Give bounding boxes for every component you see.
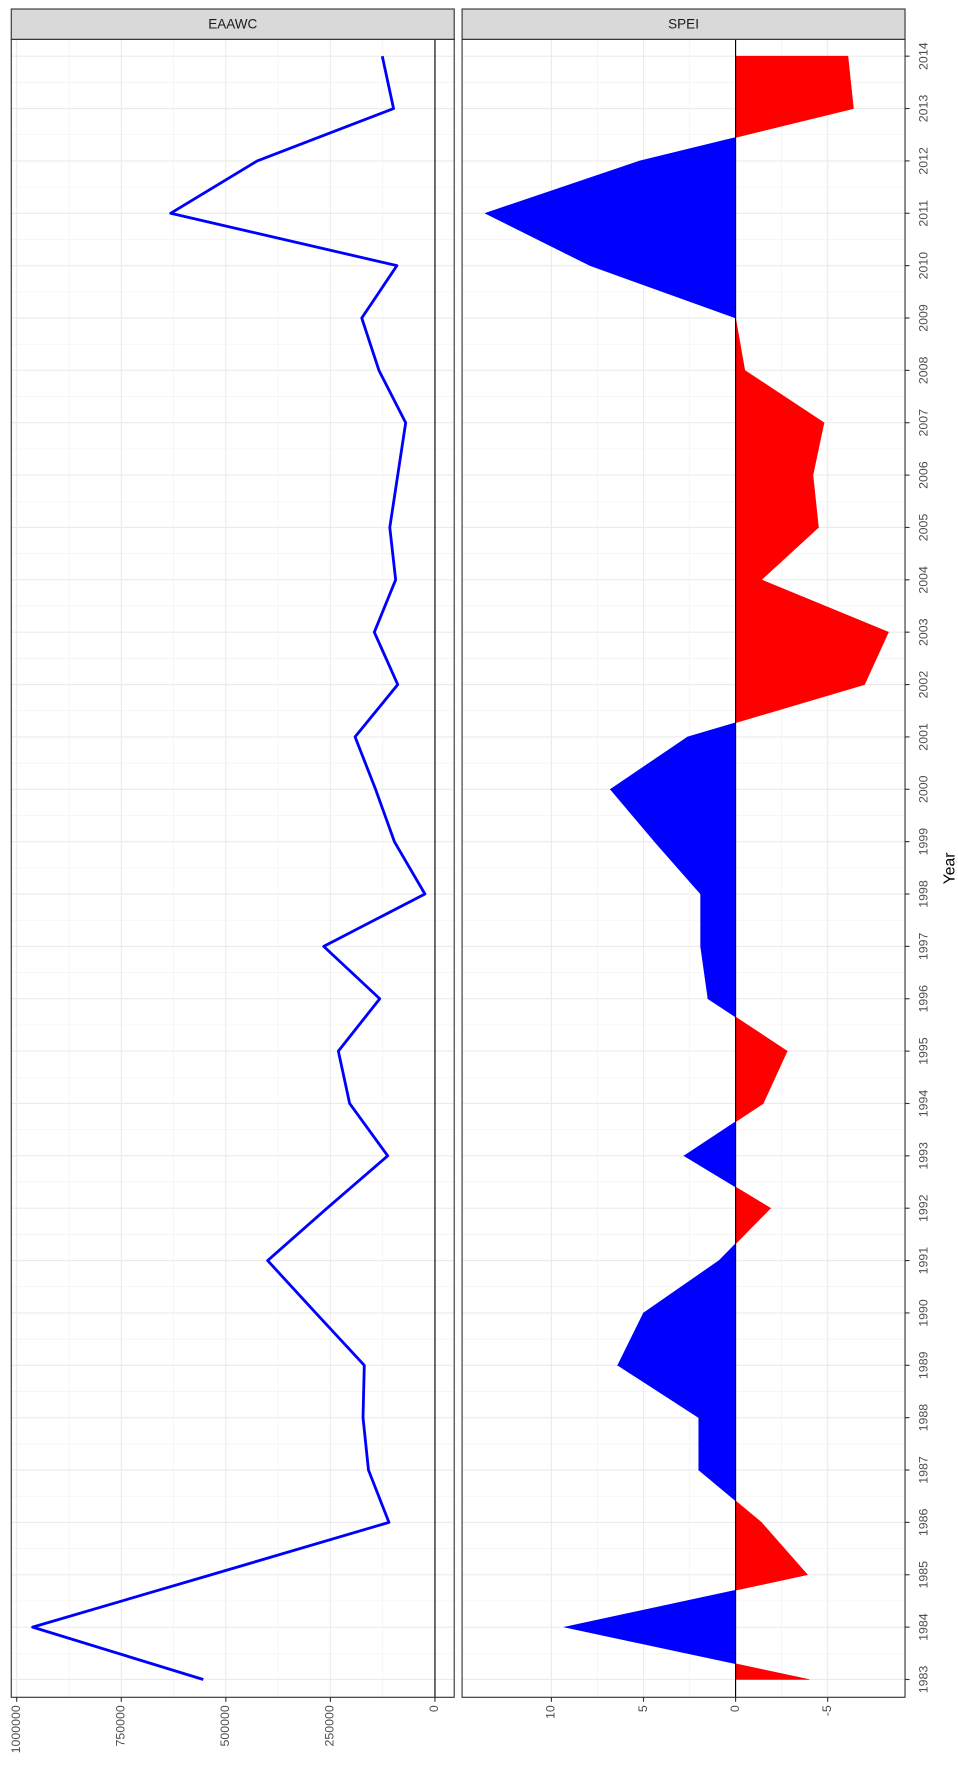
y-tick-label: 1000000 [9,1705,23,1753]
x-tick-label: 1987 [916,1456,930,1484]
x-tick-label: 1986 [916,1509,930,1537]
x-tick-label: 2009 [916,304,930,332]
y-tick-label: -5 [820,1705,834,1716]
x-tick-label: 1988 [916,1404,930,1432]
panel-title: SPEI [668,16,699,31]
x-tick-label: 1990 [916,1299,930,1327]
x-tick-label: 2000 [916,775,930,803]
x-tick-label: 1997 [916,933,930,961]
x-tick-label: 1991 [916,1247,930,1275]
x-tick-label: 2007 [916,409,930,437]
panel: 0 250000 500000 750000 1000000 [9,39,455,1753]
x-tick-label: 1998 [916,880,930,908]
panel-title: EAAWC [208,16,257,31]
y-tick-label: 10 [544,1705,558,1719]
x-tick-label: 1996 [916,985,930,1013]
x-tick-label: 2010 [916,252,930,280]
panel: -5 0 5 10 1983 1984 1985 1986 1987 1988 1989 1990 19… [462,39,930,1719]
y-tick-label: 750000 [114,1705,128,1746]
area-segment [698,1417,736,1471]
x-tick-label: 1984 [916,1613,930,1641]
x-tick-label: 2012 [916,147,930,175]
y-tick-label: 0 [427,1705,441,1712]
x-tick-label: 1992 [916,1194,930,1222]
x-tick-label: 1985 [916,1561,930,1589]
y-tick-label: 250000 [323,1705,337,1746]
data-line [31,55,427,1681]
strip [461,8,906,40]
y-tick-label: 0 [728,1705,742,1712]
x-tick-label: 2008 [916,356,930,384]
x-axis-title: Year [941,852,958,884]
x-tick-label: 1983 [916,1666,930,1694]
x-tick-label: 2006 [916,461,930,489]
area-segment [735,55,854,109]
x-tick-label: 2001 [916,723,930,751]
x-tick-label: 2014 [916,42,930,70]
x-tick-label: 1993 [916,1142,930,1170]
panel-border [461,38,906,1698]
x-tick-label: 2011 [916,200,930,227]
x-tick-label: 1999 [916,828,930,856]
x-tick-label: 1989 [916,1351,930,1379]
y-tick-label: 500000 [218,1705,232,1746]
x-tick-label: 2002 [916,671,930,699]
x-tick-label: 1995 [916,1037,930,1065]
panel-border [10,38,455,1698]
plot-layer: 0 250000 500000 750000 1000000 -5 0 5 10 1983 1984… [9,39,930,1753]
x-tick-label: 2004 [916,566,930,594]
area-segment [735,631,889,685]
y-tick-label: 5 [636,1705,650,1712]
x-tick-label: 2003 [916,618,930,646]
area-segment [735,474,819,528]
area-segment [735,422,825,476]
x-tick-label: 2005 [916,514,930,542]
area-segment [700,893,736,947]
panel-background [11,39,455,1698]
x-tick-label: 2013 [916,95,930,123]
strip [10,8,455,40]
x-tick-label: 1994 [916,1090,930,1118]
